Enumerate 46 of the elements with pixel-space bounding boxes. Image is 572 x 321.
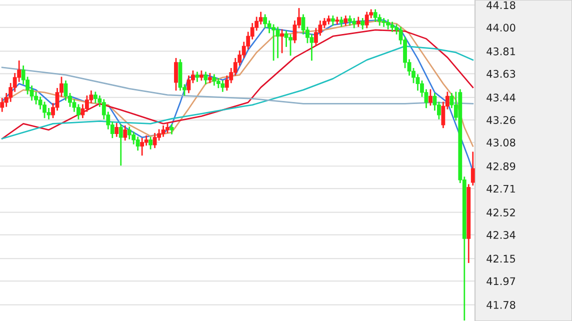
y-tick-label: 44.18 [486,1,516,10]
candlestick [93,92,98,104]
candlestick [174,58,178,91]
candlestick [292,20,297,44]
candlestick [114,122,119,137]
y-tick-label: 42.34 [486,231,516,239]
y-tick-label: 44.00 [486,24,516,32]
y-tick-label: 43.44 [486,94,516,102]
candlestick [272,24,276,61]
y-tick-label: 42.15 [486,254,516,263]
candlestick [152,132,157,148]
y-tick-label: 42.71 [486,184,515,193]
candlestick [123,125,128,141]
candlestick [212,74,216,86]
y-tick-label: 42.52 [486,208,515,216]
candlestick [204,72,208,84]
line-series [1,66,474,104]
candlestick [38,96,42,110]
candlestick [428,89,432,106]
candlestick [280,29,284,54]
candlestick [360,18,365,30]
y-tick-label: 43.26 [486,116,516,124]
y-tick-label: 43.63 [486,70,516,78]
candlestick [118,124,123,166]
candlestick [288,34,292,56]
candlestick [46,108,51,120]
candlestick [382,18,386,27]
y-tick-label: 42.89 [486,162,516,170]
candlestick [220,80,225,92]
candlestick [161,125,166,137]
candlestick [140,138,144,156]
candlestick [416,74,420,91]
candlestick [72,99,76,112]
candlestick [301,14,306,34]
y-tick-label: 43.08 [486,138,516,146]
candlestick [186,75,191,94]
candlestick [284,30,288,47]
candlestick [364,12,369,28]
candlestick [470,152,475,186]
candlestick [335,16,340,24]
y-tick-label: 43.81 [486,47,515,56]
candlestick [373,9,378,22]
candlestick [276,26,280,58]
y-tick-label: 41.97 [486,277,516,286]
candlestick [148,136,153,150]
y-tick-label: 41.78 [486,300,516,309]
